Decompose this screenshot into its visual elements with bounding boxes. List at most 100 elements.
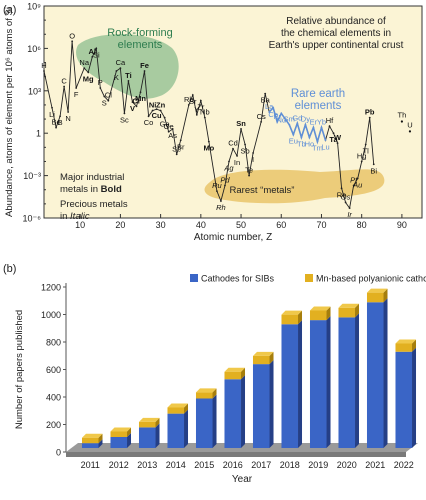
note-italic-word: Italic [70,211,90,222]
element-label-Er: Er [310,118,318,127]
bar-mn-side-2018 [298,310,303,325]
bar-mn-top-2013 [138,417,160,422]
data-point-Zr [199,99,202,102]
bar-sibs-side-2016 [241,375,246,448]
x-tick-label: 2013 [137,460,157,470]
data-point-Nd [280,112,283,115]
data-point-N [67,111,70,113]
y-axis-label: Number of papers published [14,310,25,429]
data-point-O [71,40,74,43]
bar-mn-2011 [81,437,99,444]
element-label-As: As [168,131,177,140]
element-label-Tb: Tb [297,139,306,148]
bar-mn-side-2011 [98,433,103,444]
element-label-Te: Te [245,166,253,175]
rare-earth-label: Rare earth [291,88,345,100]
element-label-Hf: Hf [326,116,334,125]
data-point-K [115,70,118,72]
data-point-Ir [348,207,351,210]
y-tick-label: 200 [46,420,61,430]
bar-sibs-side-2018 [298,320,303,448]
bar-mn-side-2014 [184,403,189,414]
data-point-Hf [328,125,331,128]
data-point-V [131,101,134,104]
x-tick-label: 2017 [251,460,271,470]
x-tick-label: 2011 [81,460,100,470]
element-label-C: C [61,77,67,86]
data-point-Os [344,201,347,204]
element-label-Ta: Ta [329,135,338,144]
bar-mn-2019 [309,310,327,321]
data-point-Tb [300,136,303,139]
data-point-Se [175,153,178,156]
element-label-Ag: Ag [223,163,234,172]
bar-sibs-2022 [395,351,413,448]
element-label-Ga: Ga [160,120,171,129]
element-label-Os: Os [341,192,351,201]
data-point-Cu [155,108,158,111]
x-axis-label: Year [232,474,253,485]
bar-mn-2013 [138,421,156,428]
element-label-Gd: Gd [292,113,302,122]
y-tick-label: 1200 [41,283,61,293]
element-label-Y: Y [194,105,199,114]
data-point-Rh [220,200,222,202]
data-point-Lu [324,139,327,142]
legend-label-sibs: Cathodes for SIBs [201,274,275,284]
data-point-Tm [316,140,319,143]
data-point-H [43,70,45,72]
element-label-Zr: Zr [197,103,205,112]
floor-front [66,452,406,457]
element-label-Pb: Pb [365,108,375,117]
element-label-Yb: Yb [317,118,326,127]
data-point-U [408,130,412,133]
bar-mn-top-2016 [224,367,246,372]
data-point-Ge [167,130,170,133]
chart-title-line: Earth's upper continental crust [269,40,404,51]
element-label-Co: Co [144,118,154,127]
note-italic-line1: Precious metals [60,199,128,210]
x-tick-label: 2021 [365,460,385,470]
element-label-Au: Au [352,180,363,189]
bar-sibs-side-2022 [412,347,417,448]
element-label-Ti: Ti [125,71,132,80]
rock-forming-region [76,34,179,99]
data-point-In [236,154,238,157]
y-tick-label: 10⁶ [27,44,41,54]
data-point-Gd [296,122,299,125]
bar-sibs-2012 [110,437,128,448]
element-label-Fe: Fe [140,61,149,70]
bar-sibs-side-2017 [269,360,274,448]
data-point-Rb [187,104,190,106]
x-tick-label: 90 [397,220,407,230]
bar-mn-2015 [195,392,213,399]
element-label-N: N [65,114,70,123]
data-point-Ti [127,80,130,82]
chart-title-line: the chemical elements in [281,28,391,39]
data-point-As [171,128,174,130]
element-label-Li: Li [49,110,55,119]
y-tick-label: 800 [46,338,61,348]
bar-mn-2016 [224,371,242,380]
element-label-Rh: Rh [216,203,226,212]
element-label-Cu: Cu [152,111,162,120]
element-label-Sc: Sc [120,115,129,124]
data-point-Ga [163,116,166,119]
data-point-Ta [332,132,335,135]
element-label-Mo: Mo [203,144,214,153]
element-label-Si: Si [93,50,100,59]
element-label-Ni: Ni [149,101,157,110]
data-point-Ba [264,92,267,95]
data-point-Y [195,113,198,116]
data-point-Cs [260,120,263,123]
element-label-Na: Na [79,58,89,67]
data-point-Yb [320,126,323,129]
bar-mn-side-2012 [127,427,132,437]
bar-sibs-2018 [281,324,299,448]
data-point-C [63,85,66,88]
x-tick-label: 2018 [280,460,300,470]
data-point-Th [400,120,403,123]
data-point-Mo [207,140,210,143]
data-point-Ho [308,136,311,139]
element-label-Tl: Tl [363,147,370,156]
